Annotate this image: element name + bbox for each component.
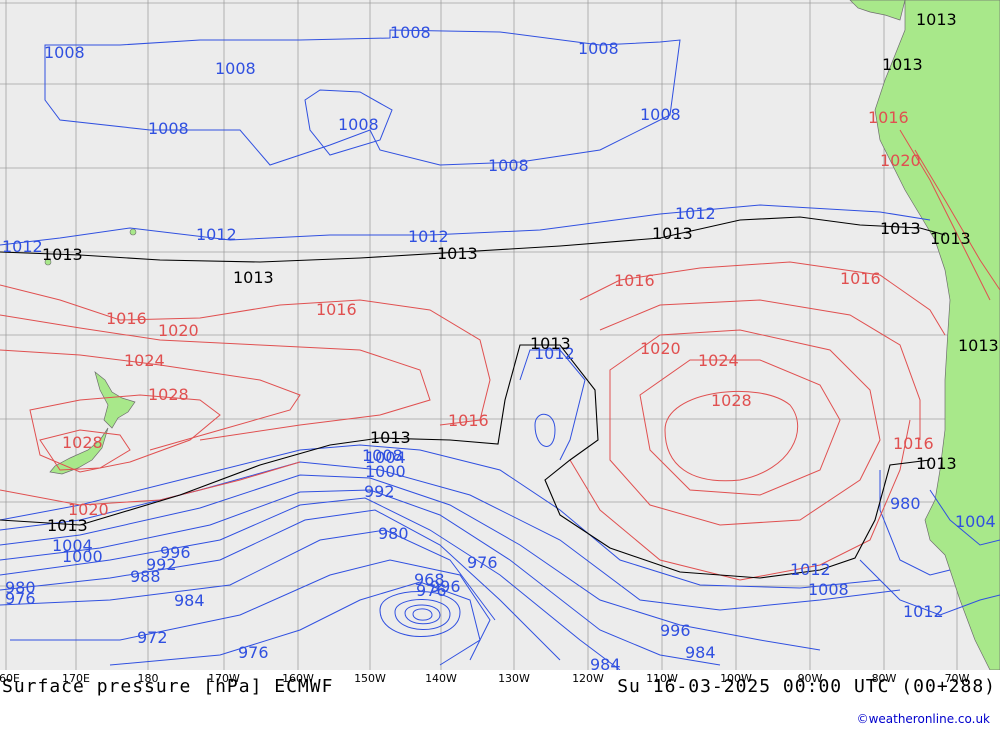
label-1013: 1013	[370, 428, 411, 447]
label-low: 992	[146, 555, 177, 574]
valid-time: Su 16-03-2025 00:00 UTC (00+288)	[617, 676, 996, 697]
label-low: 1008	[44, 43, 85, 62]
x-tick-label: 100W	[720, 672, 752, 685]
label-low: 980	[378, 524, 409, 543]
label-low: 1012	[675, 204, 716, 223]
x-tick-label: 90W	[797, 672, 823, 685]
label-low: 980	[5, 578, 36, 597]
label-1013: 1013	[47, 516, 88, 535]
label-high: 1016	[840, 269, 881, 288]
central-america-land	[849, 0, 906, 21]
label-high: 1016	[868, 108, 909, 127]
label-low: 976	[467, 553, 498, 572]
label-1013: 1013	[233, 268, 274, 287]
label-low: 1012	[408, 227, 449, 246]
label-low: 976	[238, 643, 269, 662]
new-zealand-north-island	[94, 371, 136, 429]
label-1013: 1013	[930, 229, 971, 248]
label-low: 984	[685, 643, 716, 662]
x-tick-label: 80W	[871, 672, 897, 685]
x-tick-label: 140W	[425, 672, 457, 685]
label-low: 984	[174, 591, 205, 610]
new-zealand-south-island	[49, 427, 109, 475]
label-high: 1028	[148, 385, 189, 404]
isobars-high	[0, 129, 1000, 581]
label-high: 1028	[62, 433, 103, 452]
label-low: 992	[364, 482, 395, 501]
label-low: 980	[890, 494, 921, 513]
label-low: 1012	[2, 237, 43, 256]
label-low: 976	[5, 589, 36, 608]
label-low: 1000	[62, 547, 103, 566]
label-1013: 1013	[958, 336, 999, 355]
label-low: 1004	[365, 448, 406, 467]
label-low: 996	[430, 577, 461, 596]
label-high: 1016	[448, 411, 489, 430]
label-high: 1016	[316, 300, 357, 319]
label-high: 1016	[106, 309, 147, 328]
x-tick-label: 160E	[0, 672, 20, 685]
label-high: 1020	[640, 339, 681, 358]
label-1013: 1013	[916, 10, 957, 29]
label-high: 1020	[68, 500, 109, 519]
label-low: 1012	[790, 560, 831, 579]
x-tick-label: 180	[137, 672, 159, 685]
label-high: 1016	[614, 271, 655, 290]
labels-low: 1008 1008 1008 1008 1008 1008 1008 1008 …	[2, 23, 996, 670]
map-title: Surface pressure [hPa] ECMWF	[2, 676, 334, 697]
label-1013: 1013	[652, 224, 693, 243]
south-america-land	[874, 0, 1000, 670]
label-low: 1000	[365, 462, 406, 481]
label-high: 1024	[698, 351, 739, 370]
x-tick-label: 120W	[572, 672, 604, 685]
label-low: 1008	[215, 59, 256, 78]
label-1013: 1013	[880, 219, 921, 238]
label-low: 1004	[52, 536, 93, 555]
pressure-map: 1008 1008 1008 1008 1008 1008 1008 1008 …	[0, 0, 1000, 670]
label-low: 1008	[338, 115, 379, 134]
label-1013: 1013	[916, 454, 957, 473]
label-1013: 1013	[437, 244, 478, 263]
label-low: 984	[590, 655, 621, 670]
island	[129, 228, 137, 236]
label-low: 1008	[640, 105, 681, 124]
x-tick-label: 170W	[208, 672, 240, 685]
label-low: 976	[416, 581, 447, 600]
label-low: 1008	[148, 119, 189, 138]
label-low: 1012	[196, 225, 237, 244]
x-tick-label: 160W	[282, 672, 314, 685]
label-low: 1012	[534, 344, 575, 363]
x-tick-label: 170E	[62, 672, 90, 685]
label-1013: 1013	[882, 55, 923, 74]
label-low: 1008	[390, 23, 431, 42]
label-high: 1024	[124, 351, 165, 370]
x-tick-label: 130W	[498, 672, 530, 685]
label-low: 1008	[488, 156, 529, 175]
label-low: 1012	[903, 602, 944, 621]
x-tick-label: 150W	[354, 672, 386, 685]
label-low: 1004	[955, 512, 996, 531]
label-1013: 1013	[42, 245, 83, 264]
footer	[0, 670, 1000, 733]
label-1013: 1013	[530, 334, 571, 353]
credit-link[interactable]: ©weatheronline.co.uk	[856, 712, 990, 726]
label-low: 1008	[808, 580, 849, 599]
label-low: 1008	[578, 39, 619, 58]
label-low: 996	[160, 543, 191, 562]
label-low: 988	[130, 567, 161, 586]
label-high: 1020	[158, 321, 199, 340]
labels-1013: 1013 1013 1013 1013 1013 1013 1013 1013 …	[42, 10, 999, 535]
x-tick-label: 110W	[646, 672, 678, 685]
label-high: 1016	[893, 434, 934, 453]
label-low: 968	[414, 570, 445, 589]
label-low: 1008	[362, 446, 403, 465]
label-high: 1028	[711, 391, 752, 410]
labels-high: 1016 1020 1024 1028 1028 1020 1016 1016 …	[62, 108, 934, 519]
island	[44, 258, 52, 266]
label-high: 1020	[880, 151, 921, 170]
isobar-1013	[0, 216, 946, 579]
x-tick-label: 70W	[944, 672, 970, 685]
label-low: 996	[660, 621, 691, 640]
label-low: 972	[137, 628, 168, 647]
